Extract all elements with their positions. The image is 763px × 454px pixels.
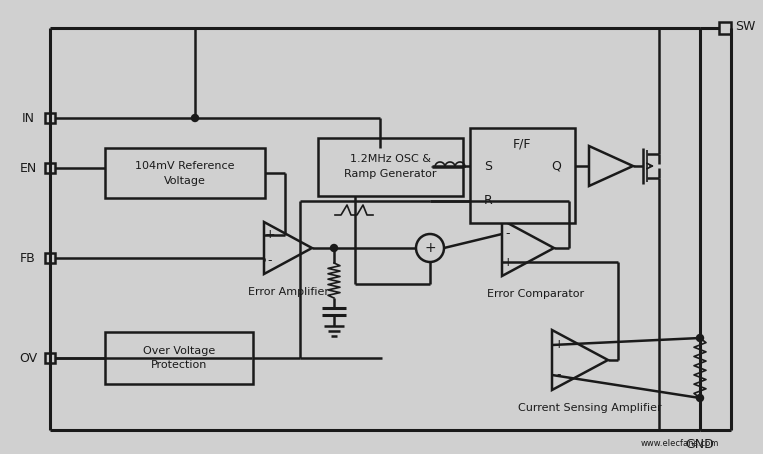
Text: 1.2MHz OSC &: 1.2MHz OSC & bbox=[350, 154, 431, 164]
Text: OV: OV bbox=[19, 351, 37, 365]
Text: SW: SW bbox=[735, 20, 755, 33]
Bar bbox=[45, 113, 55, 123]
Bar bbox=[719, 22, 731, 34]
Text: Protection: Protection bbox=[151, 360, 208, 370]
Text: FB: FB bbox=[20, 252, 36, 265]
Bar bbox=[45, 253, 55, 263]
Text: www.elecfans.com: www.elecfans.com bbox=[641, 439, 720, 448]
Bar bbox=[470, 128, 575, 223]
Text: -: - bbox=[557, 369, 562, 381]
Text: Voltage: Voltage bbox=[164, 176, 206, 186]
Bar bbox=[45, 163, 55, 173]
Text: Error Comparator: Error Comparator bbox=[488, 289, 584, 299]
Circle shape bbox=[192, 114, 198, 122]
Bar bbox=[105, 148, 265, 198]
Text: Q: Q bbox=[551, 159, 561, 173]
Text: -: - bbox=[268, 255, 272, 267]
Text: F/F: F/F bbox=[513, 138, 532, 150]
Text: +: + bbox=[424, 241, 436, 255]
Text: IN: IN bbox=[21, 112, 34, 124]
Text: 104mV Reference: 104mV Reference bbox=[135, 161, 235, 171]
Circle shape bbox=[697, 395, 703, 401]
Text: Current Sensing Amplifier: Current Sensing Amplifier bbox=[518, 403, 662, 413]
Text: +: + bbox=[554, 339, 565, 351]
Bar bbox=[105, 332, 253, 384]
Bar bbox=[45, 353, 55, 363]
Text: +: + bbox=[265, 228, 275, 242]
Circle shape bbox=[697, 335, 703, 341]
Bar bbox=[318, 138, 463, 196]
Text: R: R bbox=[484, 194, 493, 207]
Text: Error Amplifier: Error Amplifier bbox=[247, 287, 329, 297]
Text: S: S bbox=[484, 159, 492, 173]
Text: Ramp Generator: Ramp Generator bbox=[344, 169, 436, 179]
Text: -: - bbox=[506, 227, 510, 241]
Text: Over Voltage: Over Voltage bbox=[143, 346, 215, 356]
Circle shape bbox=[330, 245, 337, 252]
Text: EN: EN bbox=[19, 162, 37, 174]
Text: GND: GND bbox=[686, 439, 714, 451]
Text: +: + bbox=[503, 256, 513, 268]
